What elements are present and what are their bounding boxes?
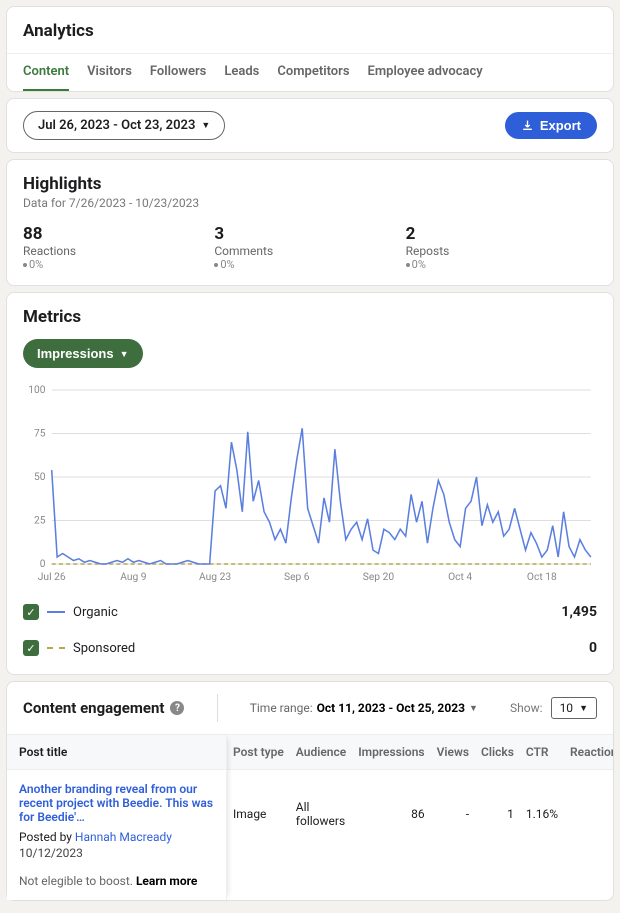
export-label: Export — [540, 118, 581, 133]
metric-label: Comments — [214, 244, 405, 258]
divider — [217, 694, 218, 722]
metrics-dropdown-label: Impressions — [37, 346, 114, 361]
time-range-selector[interactable]: Time range: Oct 11, 2023 - Oct 25, 2023 … — [250, 701, 478, 715]
impressions-chart: 0 25 50 75 100 Jul 26 Aug 9 Aug 23 Sep 6 Sep 20 Oc… — [23, 384, 597, 588]
tab-leads[interactable]: Leads — [224, 54, 259, 91]
boost-status: Not elegible to boost. — [19, 874, 133, 888]
analytics-header-panel: Analytics ContentVisitorsFollowersLeadsC… — [6, 6, 614, 92]
legend-checkbox[interactable]: ✓ — [23, 640, 39, 656]
highlights-subtitle: Data for 7/26/2023 - 10/23/2023 — [23, 196, 597, 210]
metric-reposts: 2Reposts0% — [406, 224, 597, 271]
metrics-dropdown[interactable]: Impressions ▼ — [23, 339, 143, 368]
metric-delta: 0% — [214, 258, 405, 271]
analytics-tabs: Content Visitors Followers Leads Competitors… — [7, 53, 613, 91]
legend-label: Organic — [73, 605, 118, 620]
author-link[interactable]: Hannah Macready — [75, 830, 172, 844]
col-clicks[interactable]: Clicks — [475, 735, 520, 770]
show-label: Show: — [510, 701, 543, 715]
metric-value: 2 — [406, 224, 597, 244]
post-date: 10/12/2023 — [19, 846, 214, 860]
metric-delta: 0% — [23, 258, 214, 271]
legend-sponsored: ✓ Sponsored 0 — [23, 636, 597, 660]
content-engagement-panel: Content engagement ? Time range: Oct 11,… — [6, 681, 614, 901]
svg-text:75: 75 — [34, 429, 46, 440]
tab-followers[interactable]: Followers — [150, 54, 206, 91]
post-title-header: Post title — [7, 735, 226, 770]
page-title: Analytics — [23, 21, 597, 41]
svg-text:Oct 18: Oct 18 — [527, 572, 557, 583]
highlights-title: Highlights — [23, 174, 597, 194]
show-count-select[interactable]: 10 ▼ — [551, 697, 597, 719]
metrics-panel: Metrics Impressions ▼ 0 25 50 75 100 Jul 26 Au… — [6, 292, 614, 675]
time-range-prefix: Time range: — [250, 701, 313, 715]
legend-line-sample — [47, 647, 65, 649]
legend-value: 0 — [589, 640, 597, 656]
cell: 1 — [475, 770, 520, 859]
post-title-column: Post title Another branding reveal from … — [7, 735, 227, 900]
col-post-type[interactable]: Post type — [227, 735, 290, 770]
time-range-value: Oct 11, 2023 - Oct 25, 2023 — [317, 701, 465, 715]
metrics-title: Metrics — [23, 307, 597, 327]
metric-label: Reposts — [406, 244, 597, 258]
svg-text:Jul 26: Jul 26 — [38, 572, 66, 583]
highlights-panel: Highlights Data for 7/26/2023 - 10/23/20… — [6, 159, 614, 286]
col-ctr[interactable]: CTR — [520, 735, 564, 770]
chevron-down-icon: ▼ — [201, 120, 210, 131]
tab-content[interactable]: Content — [23, 54, 69, 91]
svg-text:Oct 4: Oct 4 — [448, 572, 472, 583]
svg-text:Sep 20: Sep 20 — [363, 572, 395, 583]
highlights-metrics: 88Reactions0%3Comments0%2Reposts0% — [23, 224, 597, 271]
legend-line-sample — [47, 611, 65, 613]
svg-text:Sep 6: Sep 6 — [284, 572, 310, 583]
daterange-label: Jul 26, 2023 - Oct 23, 2023 — [38, 118, 195, 133]
tab-competitors[interactable]: Competitors — [277, 54, 349, 91]
posted-by-prefix: Posted by — [19, 830, 72, 844]
daterange-panel: Jul 26, 2023 - Oct 23, 2023 ▼ Export — [6, 98, 614, 153]
daterange-button[interactable]: Jul 26, 2023 - Oct 23, 2023 ▼ — [23, 111, 225, 140]
chevron-down-icon: ▼ — [579, 703, 588, 714]
engagement-table: Post typeAudienceImpressionsViewsClicksC… — [227, 735, 613, 900]
post-title-link[interactable]: Another branding reveal from our recent … — [19, 782, 214, 824]
col-impressions[interactable]: Impressions — [352, 735, 430, 770]
svg-text:50: 50 — [34, 472, 46, 483]
export-button[interactable]: Export — [505, 112, 597, 139]
show-count-value: 10 — [560, 701, 574, 715]
legend-checkbox[interactable]: ✓ — [23, 604, 39, 620]
svg-text:0: 0 — [40, 559, 46, 570]
col-audience[interactable]: Audience — [290, 735, 352, 770]
svg-text:Aug 9: Aug 9 — [120, 572, 147, 583]
svg-text:Aug 23: Aug 23 — [199, 572, 231, 583]
metric-reactions: 88Reactions0% — [23, 224, 214, 271]
col-views[interactable]: Views — [431, 735, 475, 770]
chevron-down-icon: ▼ — [469, 703, 478, 714]
metric-value: 88 — [23, 224, 214, 244]
learn-more-link[interactable]: Learn more — [136, 874, 197, 888]
cell: All followers — [290, 770, 352, 859]
col-reactions[interactable]: Reactions — [564, 735, 613, 770]
legend-value: 1,495 — [561, 604, 597, 620]
cell: Image — [227, 770, 290, 859]
metric-comments: 3Comments0% — [214, 224, 405, 271]
cell: - — [431, 770, 475, 859]
table-row: Another branding reveal from our recent … — [7, 770, 226, 900]
legend-organic: ✓ Organic 1,495 — [23, 600, 597, 624]
metric-label: Reactions — [23, 244, 214, 258]
svg-text:100: 100 — [28, 385, 46, 396]
download-icon — [521, 119, 534, 132]
tab-visitors[interactable]: Visitors — [87, 54, 132, 91]
svg-text:25: 25 — [34, 516, 46, 527]
cell: 86 — [352, 770, 430, 859]
cell: 1.16% — [520, 770, 564, 859]
chevron-down-icon: ▼ — [120, 349, 129, 359]
help-icon[interactable]: ? — [170, 701, 184, 715]
cell: 3 — [564, 770, 613, 859]
chart-legend: ✓ Organic 1,495 ✓ Sponsored 0 — [23, 600, 597, 660]
metric-delta: 0% — [406, 258, 597, 271]
tab-employee-advocacy[interactable]: Employee advocacy — [368, 54, 483, 91]
metric-value: 3 — [214, 224, 405, 244]
legend-label: Sponsored — [73, 641, 135, 656]
content-engagement-title: Content engagement — [23, 699, 164, 717]
